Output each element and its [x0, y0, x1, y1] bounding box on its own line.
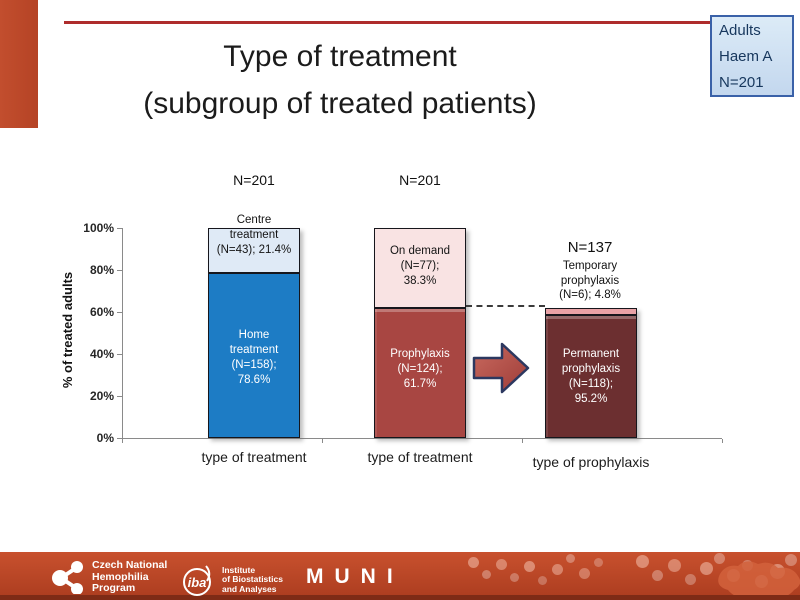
n-label-bar3-block: N=137 Temporary prophylaxis (N=6); 4.8% [519, 239, 661, 303]
x-tick [522, 439, 523, 443]
muni-logo: MUNI [306, 565, 404, 588]
y-tick [117, 354, 122, 355]
x-label-bar3: type of prophylaxis [532, 454, 650, 470]
footer-band [0, 552, 800, 600]
right-arrow-icon [472, 342, 530, 394]
label-home-treatment: Home treatment (N=158); 78.6% [229, 329, 279, 386]
segment-centre-treatment [208, 228, 300, 273]
slide-title: Type of treatment (subgroup of treated p… [60, 33, 620, 127]
cnhp-logo-text: Czech National Hemophilia Program [92, 559, 168, 594]
dashed-connector-line [466, 305, 545, 307]
slide-title-line2: (subgroup of treated patients) [143, 87, 537, 120]
bar-type-of-treatment-1 [208, 228, 300, 438]
czech-map-silhouette [718, 561, 800, 599]
left-accent-bar [0, 0, 38, 128]
x-label-bar2: type of treatment [367, 449, 473, 465]
y-tick [117, 396, 122, 397]
iba-logo-text: Institute of Biostatistics and Analyses [222, 564, 283, 594]
segment-temporary-prophylaxis [545, 308, 637, 315]
slide-title-line1: Type of treatment [223, 40, 457, 73]
n-label-bar3: N=137 [567, 239, 613, 256]
y-tick-label-80: 80% [89, 263, 114, 277]
cnhp-molecule-icon [52, 561, 83, 595]
callout-line-n: N=201 [719, 74, 764, 91]
x-tick [322, 439, 323, 443]
cnhp-logo: Czech National Hemophilia Program [50, 559, 168, 595]
label-centre-treatment: Centre treatment (N=43); 21.4% [216, 214, 292, 256]
x-tick [722, 439, 723, 443]
bar-type-of-treatment-2 [374, 228, 466, 438]
iba-circle-icon: iba [183, 565, 211, 596]
y-tick [117, 270, 122, 271]
svg-text:iba: iba [188, 575, 207, 590]
y-tick-label-40: 40% [89, 347, 114, 361]
y-tick-label-100: 100% [83, 221, 114, 235]
x-axis-line [122, 438, 722, 439]
y-tick [117, 312, 122, 313]
segment-prophylaxis [374, 308, 466, 438]
segment-permanent-prophylaxis [545, 314, 637, 438]
footer-bottom-edge [0, 595, 800, 600]
x-label-bar1: type of treatment [201, 449, 307, 465]
label-prophylaxis: Prophylaxis (N=124); 61.7% [390, 348, 450, 390]
n-label-bar1: N=201 [233, 172, 275, 188]
y-tick [117, 438, 122, 439]
n-label-bar2: N=201 [399, 172, 441, 188]
bar-type-of-prophylaxis [545, 308, 637, 438]
population-callout-box: Adults Haem A N=201 [710, 15, 794, 97]
callout-line-haem: Haem A [719, 48, 773, 65]
y-tick-label-60: 60% [89, 305, 114, 319]
label-temporary-prophylaxis: Temporary prophylaxis (N=6); 4.8% [559, 260, 621, 301]
label-permanent-prophylaxis: Permanent prophylaxis (N=118); 95.2% [561, 348, 621, 405]
x-tick [122, 439, 123, 443]
y-axis-line [122, 228, 123, 439]
callout-line-adults: Adults [719, 22, 761, 39]
y-tick [117, 228, 122, 229]
label-on-demand: On demand (N=77); 38.3% [389, 245, 451, 287]
iba-logo: iba Institute of Biostatistics and Analy… [180, 563, 283, 597]
y-tick-label-0: 0% [96, 431, 114, 445]
segment-home-treatment [208, 272, 300, 438]
y-tick-label-20: 20% [89, 389, 114, 403]
segment-on-demand [374, 228, 466, 309]
top-red-rule [64, 21, 782, 24]
